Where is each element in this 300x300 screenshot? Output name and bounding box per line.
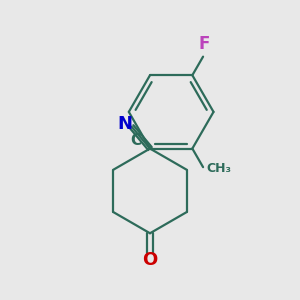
- Text: CH₃: CH₃: [206, 162, 232, 175]
- Text: C: C: [130, 133, 141, 148]
- Text: F: F: [199, 35, 210, 53]
- Text: N: N: [118, 116, 133, 134]
- Text: O: O: [142, 250, 158, 268]
